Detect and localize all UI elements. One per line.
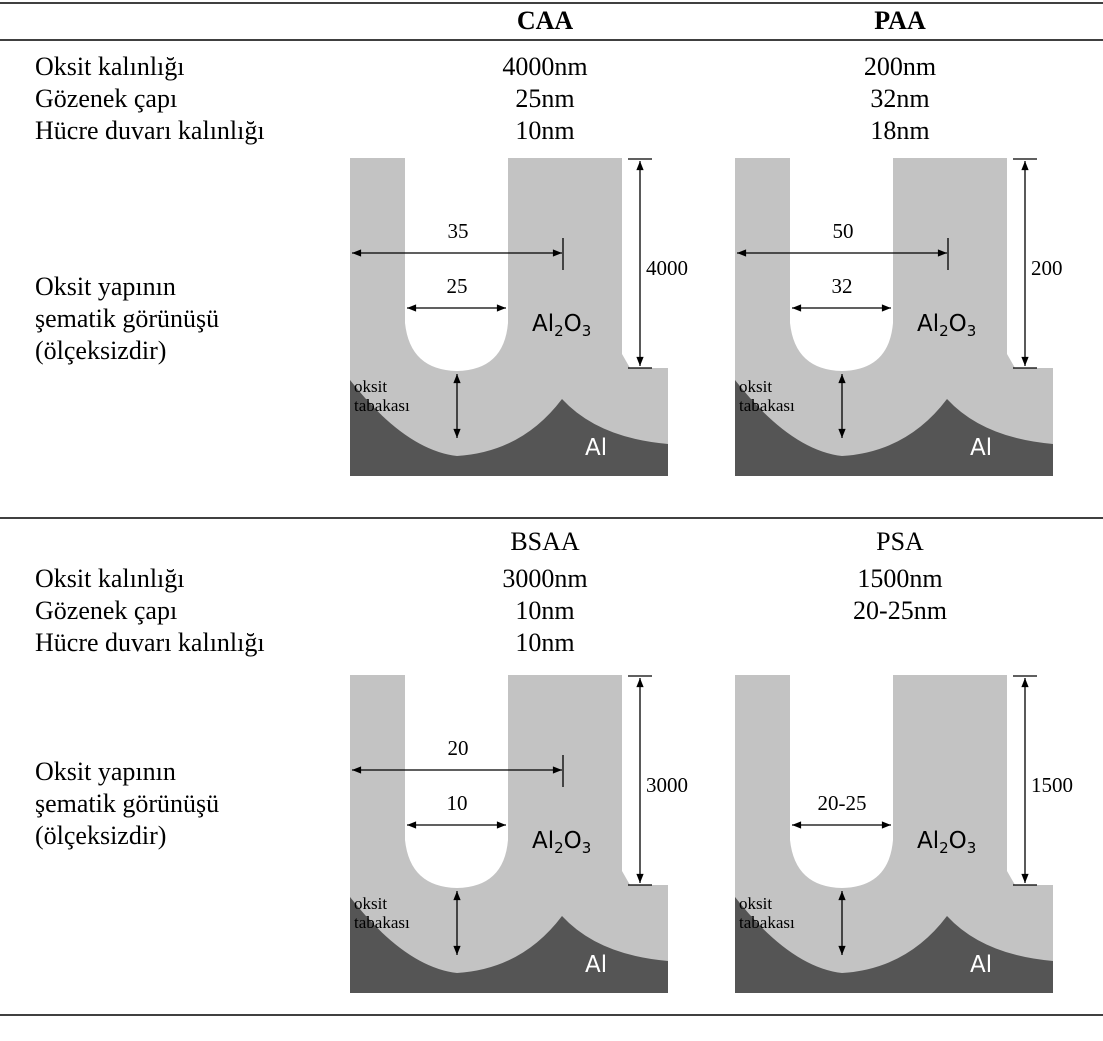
column-header: CAA	[517, 6, 574, 35]
cell-value: 3000nm	[502, 564, 587, 593]
row-label: Hücre duvarı kalınlığı	[35, 116, 265, 145]
cell-value: 10nm	[515, 116, 574, 145]
row-label: Gözenek çapı	[35, 596, 177, 625]
cell-value: 25nm	[515, 84, 574, 113]
column-header: BSAA	[510, 527, 580, 556]
oxide-label-part: O	[949, 828, 967, 854]
oxide-label-part: 3	[967, 322, 977, 340]
layer-label: oksit	[354, 894, 387, 913]
page: CAA PAA Oksit kalınlığı 4000nm 200nm Gözenek …	[0, 0, 1103, 1041]
cell-value: 10nm	[515, 628, 574, 657]
dimension-label: 20-25	[818, 791, 867, 815]
row-label: Oksit kalınlığı	[35, 564, 185, 593]
metal-label: Al	[970, 952, 992, 978]
dimension-label: 1500	[1031, 773, 1073, 797]
layer-label: oksit	[739, 894, 772, 913]
layer-label: tabakası	[739, 913, 795, 932]
side-label: (ölçeksizdir)	[35, 821, 166, 850]
dimension-label: 200	[1031, 256, 1063, 280]
layer-label: oksit	[354, 377, 387, 396]
oxide-label-part: 3	[582, 322, 592, 340]
oxide-label-part: 3	[967, 839, 977, 857]
oxide-label-part: Al	[532, 828, 554, 854]
side-label: (ölçeksizdir)	[35, 336, 166, 365]
oxide-label-part: 2	[939, 839, 949, 857]
cell-value: 18nm	[870, 116, 929, 145]
metal-label: Al	[970, 435, 992, 461]
oxide-label-part: O	[949, 311, 967, 337]
dimension-label: 3000	[646, 773, 688, 797]
side-label: Oksit yapının	[35, 272, 176, 301]
oxide-label-part: 2	[939, 322, 949, 340]
side-label: şematik görünüşü	[35, 789, 219, 818]
oxide-label-part: 2	[554, 839, 564, 857]
cell-value: 32nm	[870, 84, 929, 113]
oxide-label-part: 3	[582, 839, 592, 857]
dimension-label: 35	[448, 219, 469, 243]
layer-label: oksit	[739, 377, 772, 396]
oxide-body	[350, 158, 668, 476]
oxide-label-part: Al	[917, 311, 939, 337]
metal-label: Al	[585, 435, 607, 461]
layer-label: tabakası	[354, 396, 410, 415]
oxide-body	[735, 158, 1053, 476]
row-label: Oksit kalınlığı	[35, 52, 185, 81]
oxide-label-part: Al	[532, 311, 554, 337]
column-header: PAA	[874, 6, 926, 35]
dimension-label: 32	[832, 274, 853, 298]
dimension-label: 25	[447, 274, 468, 298]
layer-label: tabakası	[354, 913, 410, 932]
oxide-label-part: 2	[554, 322, 564, 340]
dimension-label: 4000	[646, 256, 688, 280]
dimension-label: 10	[447, 791, 468, 815]
cell-value: 10nm	[515, 596, 574, 625]
dimension-label: 20	[448, 736, 469, 760]
cell-value: 200nm	[864, 52, 936, 81]
cell-value: 20-25nm	[853, 596, 947, 625]
oxide-label-part: O	[564, 311, 582, 337]
column-header: PSA	[876, 527, 924, 556]
row-label: Hücre duvarı kalınlığı	[35, 628, 265, 657]
oxide-label-part: Al	[917, 828, 939, 854]
metal-label: Al	[585, 952, 607, 978]
row-label: Gözenek çapı	[35, 84, 177, 113]
cell-value: 1500nm	[857, 564, 942, 593]
oxide-body	[350, 675, 668, 993]
side-label: Oksit yapının	[35, 757, 176, 786]
layer-label: tabakası	[739, 396, 795, 415]
cell-value: 4000nm	[502, 52, 587, 81]
side-label: şematik görünüşü	[35, 304, 219, 333]
dimension-label: 50	[833, 219, 854, 243]
oxide-body	[735, 675, 1053, 993]
oxide-label-part: O	[564, 828, 582, 854]
